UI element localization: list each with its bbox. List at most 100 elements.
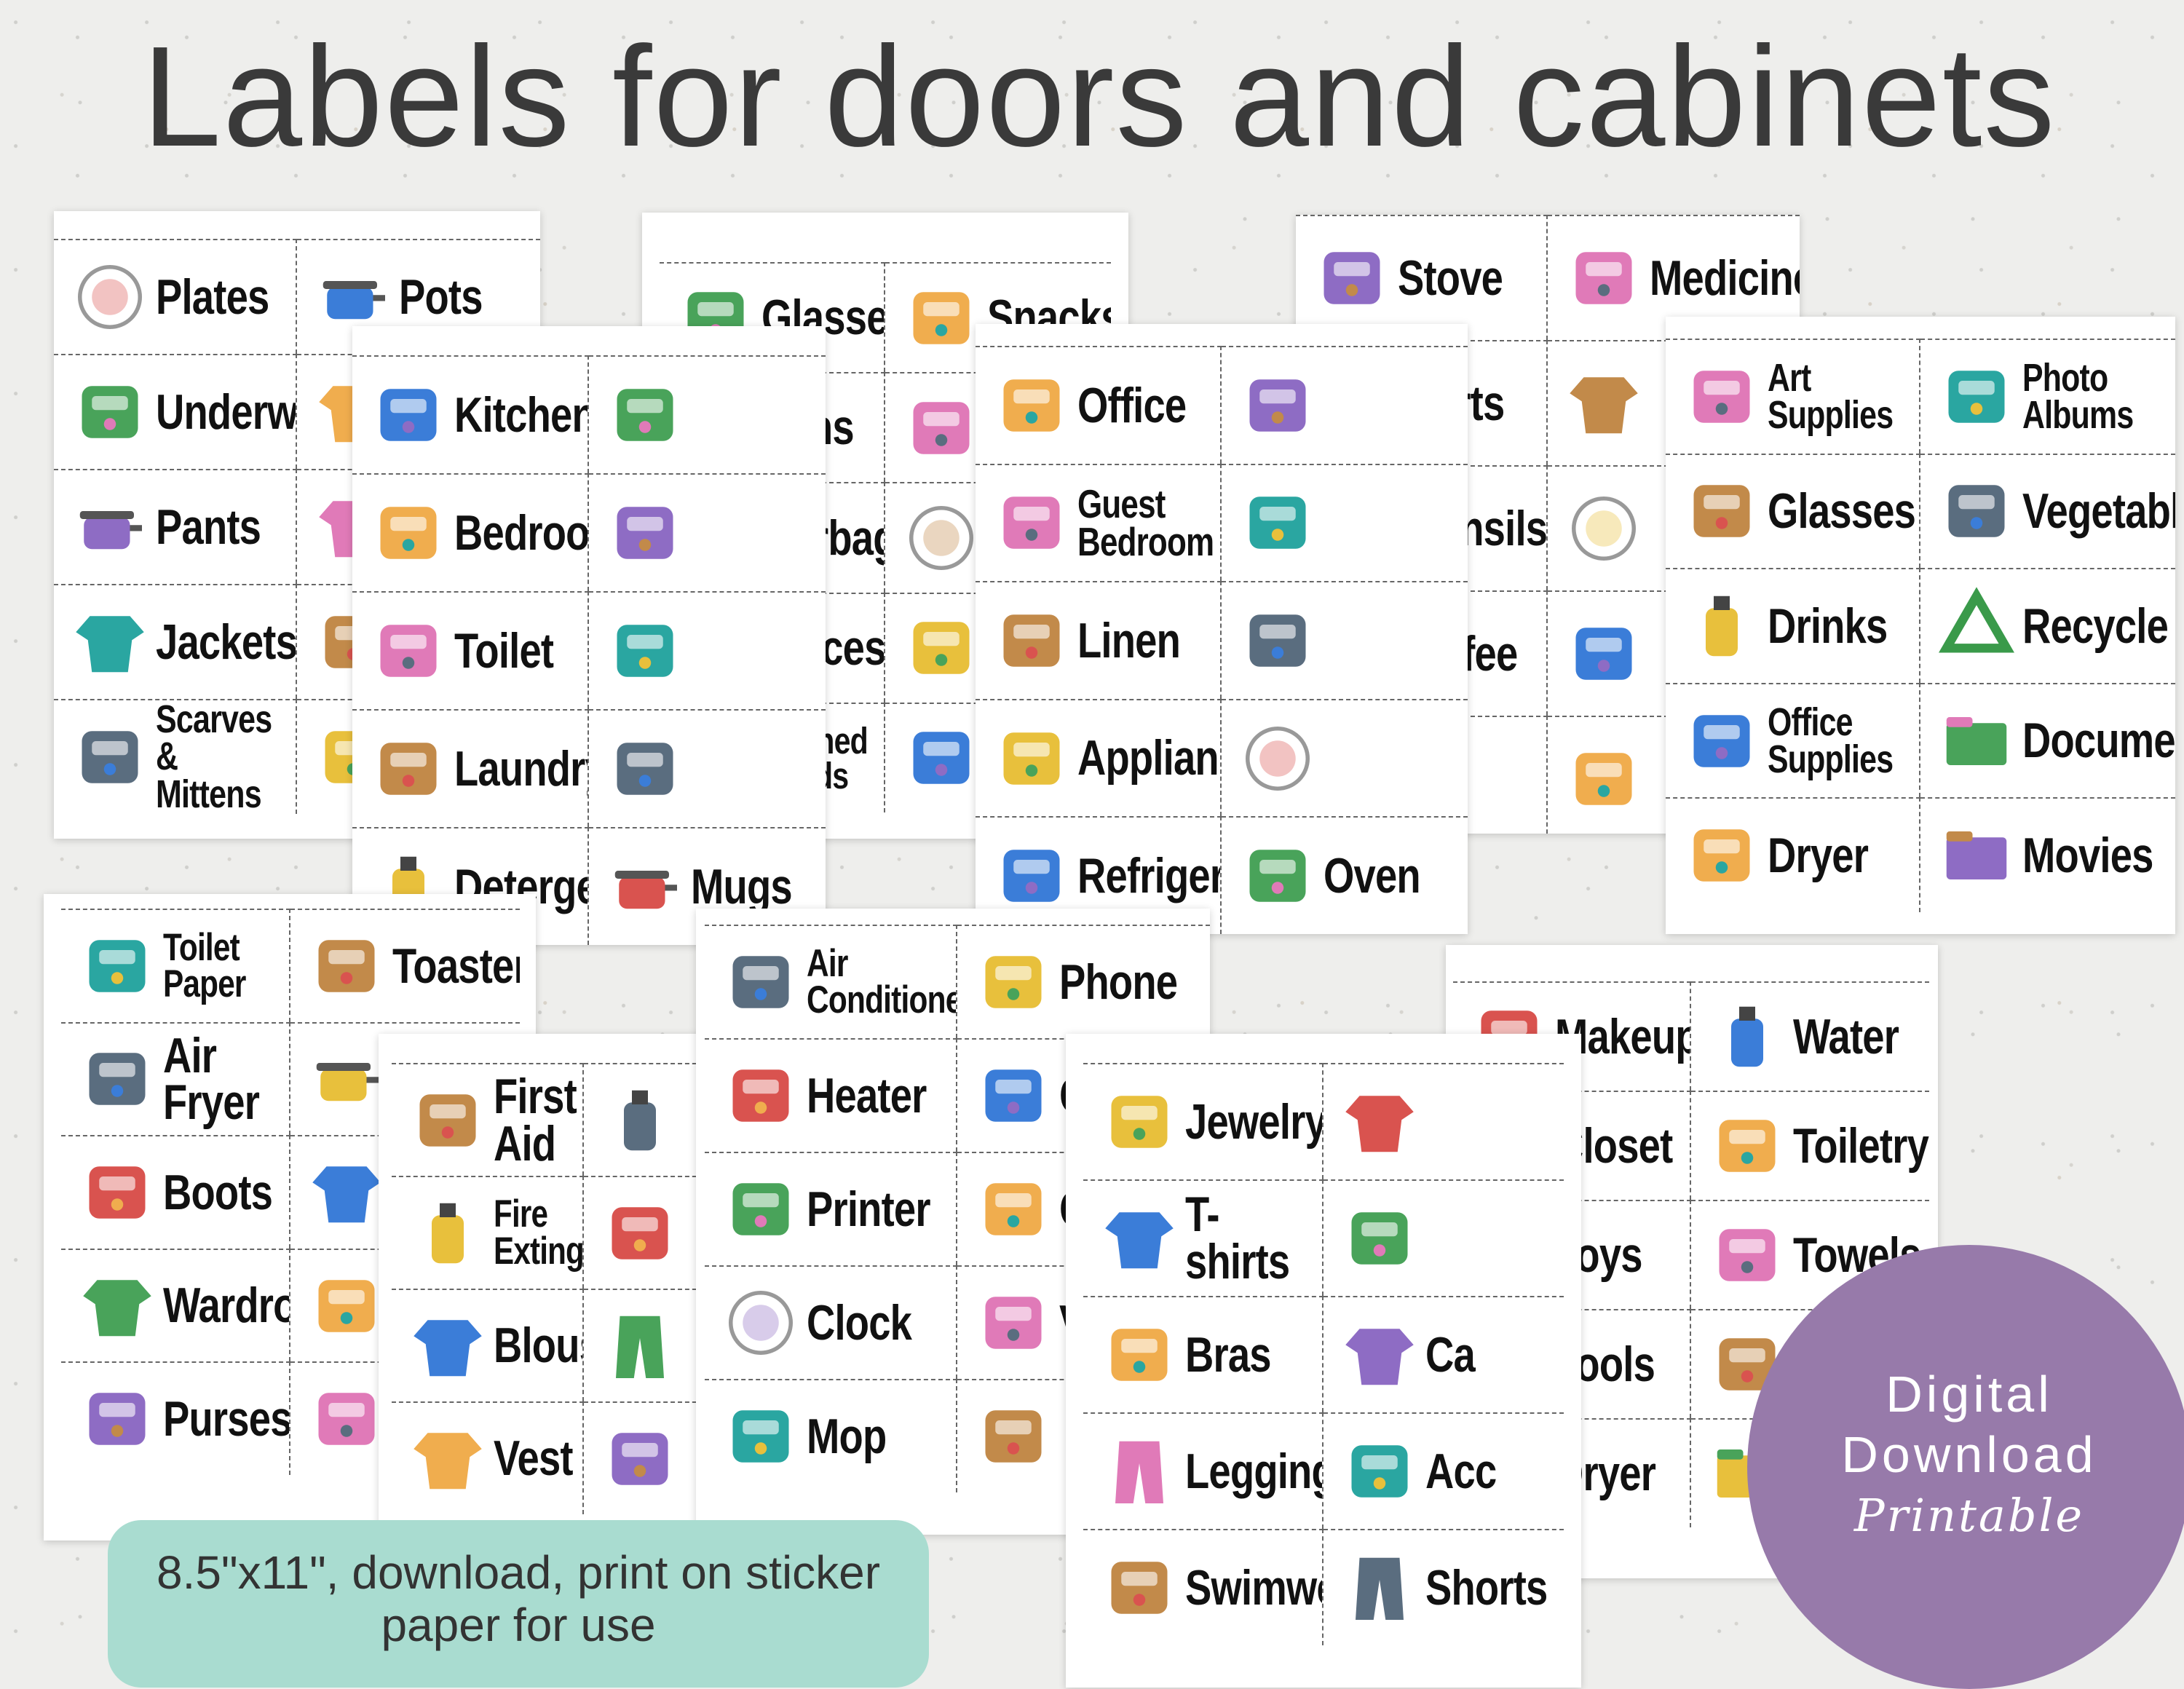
label-text: Vest — [494, 1431, 574, 1487]
dresser-icon — [306, 1152, 387, 1233]
swimsuit-icon — [1099, 1548, 1179, 1628]
label-sheet-4: Office Guest Bedroom Linen Appliances Refrig… — [976, 324, 1468, 934]
first-aid-icon — [408, 1080, 488, 1160]
label-grid: First Aid Fire Extinguisher Blouses Vest — [392, 1063, 776, 1514]
label-text: Pants — [156, 499, 261, 555]
bowl-icon — [1564, 488, 1644, 569]
label-text: Recycle — [2022, 598, 2169, 654]
label-text: Kitchen — [454, 387, 589, 443]
cardigan-icon — [1340, 1315, 1420, 1395]
phone-icon — [973, 942, 1053, 1022]
label-sticker: Ca — [1324, 1296, 1564, 1412]
label-text: Purses — [163, 1391, 290, 1447]
blanket-icon — [306, 1379, 387, 1459]
recycle-icon — [1936, 586, 2017, 666]
label-sticker: Wardrobe — [61, 1248, 290, 1362]
label-sticker — [1324, 1063, 1564, 1179]
label-text: Linen — [1077, 612, 1181, 668]
info-note-text: 8.5"x11", download, print on sticker pap… — [156, 1546, 881, 1651]
label-sticker: Stove — [1296, 215, 1548, 340]
label-text: T-shirts — [1185, 1187, 1290, 1289]
snacks-icon — [901, 278, 981, 358]
label-text: Pots — [399, 269, 483, 325]
label-text: Shorts — [1425, 1559, 1548, 1615]
label-grid: Jewelry T-shirts Bras Ca Leggings Acc Swimwear… — [1083, 1063, 1564, 1645]
photos-icon — [1936, 357, 2017, 437]
label-text: Mugs — [691, 858, 793, 914]
champagne-icon — [1682, 471, 1762, 551]
label-sticker — [589, 473, 826, 591]
label-text: Stove — [1398, 250, 1503, 306]
label-sticker: Clock — [705, 1265, 957, 1379]
label-text: Glasses — [1768, 483, 1916, 539]
paint-palette-icon — [1682, 357, 1762, 437]
label-sticker: Glasses — [660, 262, 885, 373]
fridge-icon — [605, 729, 685, 809]
label-sticker: Vegetables — [1920, 453, 2175, 569]
label-text: Leggings — [1185, 1443, 1322, 1499]
label-text: Art Supplies — [1768, 355, 1894, 437]
label-sticker: Water — [1691, 981, 1929, 1091]
info-note: 8.5"x11", download, print on sticker pap… — [108, 1520, 929, 1688]
bed-icon — [992, 483, 1072, 563]
computer-icon — [973, 1056, 1053, 1136]
label-text: Wardrobe — [163, 1278, 289, 1334]
label-sticker: Laundry — [352, 709, 589, 827]
label-grid: KitchenBedroomToiletLaundryDetergentMugs — [352, 355, 826, 945]
boots-icon — [77, 1152, 157, 1233]
scrunchie-icon — [1340, 1431, 1420, 1511]
fridge-icon — [992, 836, 1072, 916]
label-text: Bedroom — [454, 505, 589, 561]
label-sticker: Printer — [705, 1152, 957, 1265]
vegetables-icon — [1936, 471, 2017, 551]
label-sticker: Glasses — [1666, 453, 1920, 569]
label-sticker: Appliances — [976, 698, 1222, 817]
toiletry-bag-icon — [1707, 1106, 1787, 1186]
sunscreen-icon — [600, 1080, 680, 1160]
label-text: Photo Albums — [2022, 355, 2134, 437]
toilet-paper-icon — [77, 926, 157, 1006]
label-text: Air Fryer — [163, 1027, 260, 1131]
dryer-icon — [1682, 815, 1762, 895]
label-text: Dryer — [1768, 827, 1869, 883]
label-sticker: Linen — [976, 581, 1222, 699]
microwave-icon — [901, 388, 981, 468]
kettle-icon — [306, 1039, 387, 1119]
toaster-icon — [306, 926, 387, 1006]
label-text: Ca — [1425, 1326, 1476, 1383]
movies-icon — [1936, 815, 2017, 895]
juice-icon — [1682, 586, 1762, 666]
label-sticker — [584, 1401, 776, 1514]
label-grid: Plates Pots Underwear Pants Jackets Scarves &… — [54, 239, 540, 814]
label-sticker: Vest — [392, 1401, 584, 1514]
label-sticker: Guest Bedroom — [976, 463, 1222, 582]
label-text: Drinks — [1768, 598, 1888, 654]
robe-icon — [1564, 363, 1644, 443]
label-sticker: Mop — [705, 1379, 957, 1492]
label-text: Boots — [163, 1164, 273, 1220]
label-text: Acc — [1425, 1443, 1497, 1499]
label-sheet-10: Jewelry T-shirts Bras Ca Leggings Acc Swimwear… — [1066, 1034, 1581, 1688]
label-text: Office Supplies — [1768, 700, 1894, 781]
fruit-icon — [901, 718, 981, 798]
mixer-icon — [992, 719, 1072, 799]
label-sticker: Bras — [1083, 1296, 1324, 1412]
label-text: Toaster — [392, 938, 520, 994]
wardrobe-icon — [77, 1266, 157, 1346]
purse-icon — [77, 1379, 157, 1459]
bed-icon — [368, 493, 448, 573]
shorts-icon — [1340, 1548, 1420, 1628]
mop-icon — [721, 1396, 801, 1476]
sugar-bowl-icon — [901, 498, 981, 578]
towels-icon — [1707, 1215, 1787, 1295]
jacket-icon — [70, 602, 150, 682]
jeans-icon — [600, 1306, 680, 1386]
printer-icon — [721, 1169, 801, 1249]
towels-icon — [1238, 365, 1318, 446]
label-sticker: Plates — [54, 239, 297, 354]
label-sticker: Purses — [61, 1361, 290, 1475]
label-text: Medicines — [1650, 250, 1800, 306]
label-text: Water — [1793, 1008, 1899, 1064]
label-text: Office — [1077, 377, 1187, 433]
air-fryer-icon — [77, 1039, 157, 1119]
